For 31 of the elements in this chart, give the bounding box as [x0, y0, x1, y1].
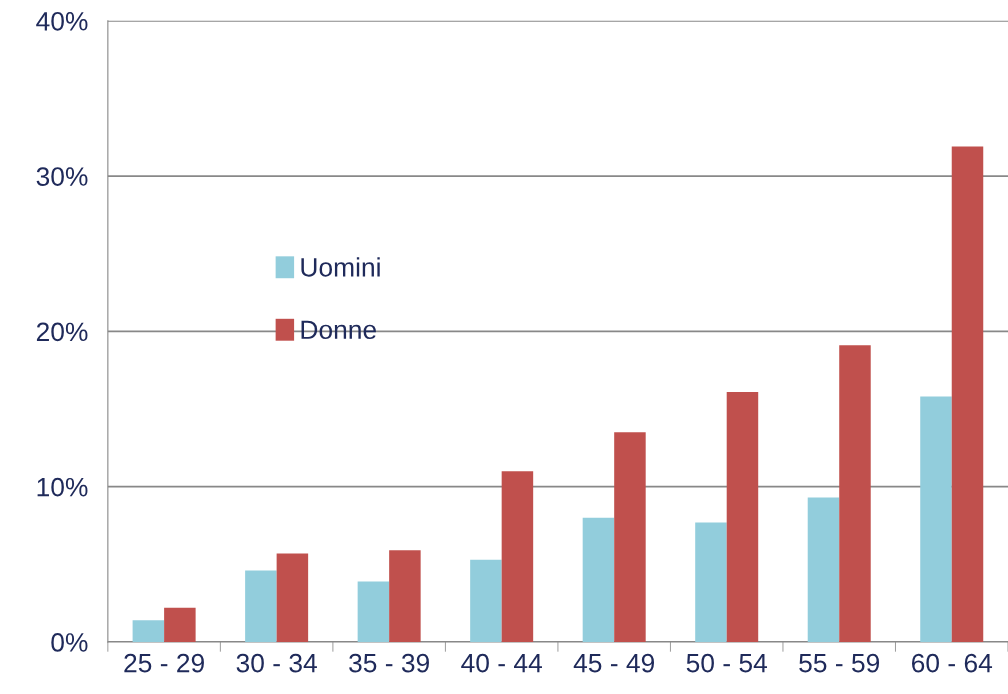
bar [839, 345, 871, 642]
bar [726, 391, 759, 642]
y-tick-label: 10% [37, 477, 88, 497]
x-tick-label: 40 - 44 [461, 653, 542, 673]
x-tick-label: 55 - 59 [799, 653, 880, 673]
x-tick-label: 25 - 29 [124, 653, 204, 673]
x-tick-label: 30 - 34 [236, 653, 317, 673]
bar [920, 396, 952, 642]
y-tick-label: 0% [51, 633, 88, 652]
x-tick-label: 35 - 39 [349, 653, 429, 673]
legend-label: Uomini [301, 257, 380, 277]
legend-label: Donne [301, 320, 376, 340]
bar [276, 553, 309, 642]
bar [614, 432, 646, 642]
x-tick-label: 50 - 54 [686, 653, 768, 673]
x-tick-label: 60 - 64 [912, 653, 993, 673]
x-tick-label: 45 - 49 [573, 653, 655, 673]
bar [501, 471, 534, 642]
bar [951, 146, 984, 642]
y-tick-label: 20% [36, 322, 88, 342]
bar [807, 497, 840, 642]
y-tick-label: 40% [36, 11, 88, 31]
bar [470, 559, 502, 642]
bar [582, 517, 615, 642]
bar [245, 570, 277, 642]
bar [695, 522, 727, 642]
bar [357, 581, 390, 642]
bar [164, 607, 196, 642]
bar [389, 550, 421, 642]
bar [132, 620, 165, 642]
y-tick-label: 30% [36, 167, 88, 186]
